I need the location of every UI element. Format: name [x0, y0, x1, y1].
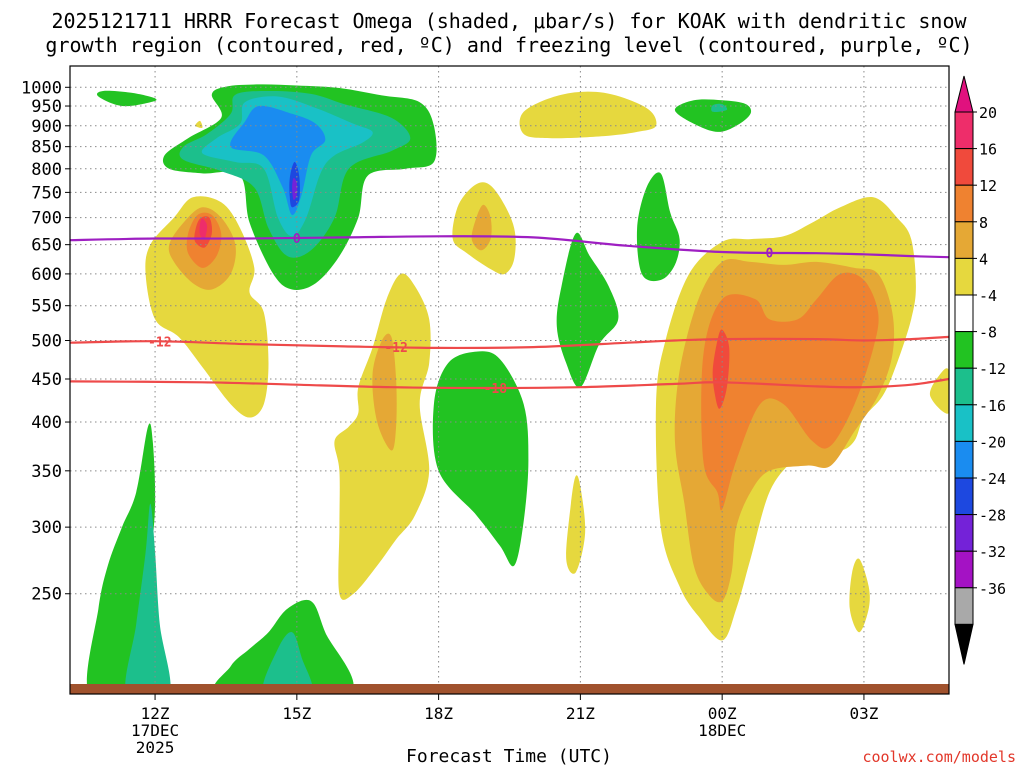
dgz-minus-18-label-1: -18 [484, 382, 508, 397]
x-tick-label-03Z: 03Z [849, 704, 878, 723]
y-tick-label-250: 250 [31, 585, 62, 605]
y-tick-label-500: 500 [31, 332, 62, 352]
y-tick-label-650: 650 [31, 236, 62, 256]
colorbar-label-12: -32 [979, 543, 1006, 561]
colorbar-label-2: 12 [979, 177, 997, 195]
colorbar-box-13 [954, 587, 974, 625]
x-tick-date-00Z: 18DEC [698, 721, 746, 740]
colorbar-box-8 [954, 404, 974, 442]
colorbar-box-7 [954, 367, 974, 406]
x-tick-label-21Z: 21Z [566, 704, 595, 723]
colorbar-box-12 [954, 550, 974, 589]
colorbar-label-9: -20 [979, 433, 1006, 451]
omega-orange-16z [372, 333, 397, 451]
omega-teal-upper-left [125, 503, 171, 694]
colorbar-box-2 [954, 184, 974, 223]
y-tick-label-600: 600 [31, 265, 62, 285]
omega-green-low-left [96, 90, 157, 107]
colorbar-label-0: 20 [979, 104, 997, 122]
omega-green-mid-21z [556, 232, 619, 388]
y-tick-label-950: 950 [31, 97, 62, 117]
colorbar-label-5: -4 [979, 287, 997, 305]
colorbar-box-9 [954, 440, 974, 479]
y-tick-label-1000: 1000 [21, 78, 62, 98]
colorbar-label-4: 4 [979, 250, 988, 268]
colorbar-bottom-arrow [954, 623, 974, 665]
y-tick-label-850: 850 [31, 138, 62, 158]
x-axis-label: Forecast Time (UTC) [406, 746, 612, 767]
colorbar-label-1: 16 [979, 141, 997, 159]
dgz-minus-18-line [70, 377, 949, 390]
colorbar-box-4 [954, 257, 974, 296]
colorbar-box-3 [954, 221, 974, 259]
dgz-minus-12-label-2: -12 [384, 341, 407, 356]
omega-pink-12z [199, 218, 208, 239]
x-tick-year-12Z: 2025 [136, 738, 175, 757]
y-tick-label-900: 900 [31, 117, 62, 137]
colorbar-label-11: -28 [979, 507, 1006, 525]
y-tick-label-700: 700 [31, 209, 62, 229]
y-tick-label-750: 750 [31, 183, 62, 203]
plot-area: -18 -12 -12 0 0 [70, 66, 949, 694]
chart-title-line-1: 2025121711 HRRR Forecast Omega (shaded, … [51, 9, 967, 33]
omega-blue-main-low [230, 105, 326, 216]
y-tick-label-550: 550 [31, 297, 62, 317]
freezing-level-label-2: 0 [766, 247, 774, 262]
x-tick-label-00Z: 00Z [708, 704, 737, 723]
colorbar-label-10: -24 [979, 470, 1006, 488]
colorbar-box-1 [954, 148, 974, 186]
colorbar-box-0 [954, 111, 974, 150]
credit-text: coolwx.com/models [862, 748, 1016, 766]
omega-purple-core [292, 177, 298, 201]
chart-title-line-2: growth region (contoured, red, ºC) and f… [45, 33, 972, 57]
y-tick-label-300: 300 [31, 518, 62, 538]
x-tick-label-18Z: 18Z [424, 704, 453, 723]
colorbar-box-5 [954, 294, 974, 333]
freezing-level-label-1: 0 [293, 232, 301, 247]
ground-strip [70, 684, 949, 694]
omega-green-00z-bottom [674, 99, 752, 132]
freezing-level-line [70, 235, 949, 259]
colorbar-label-7: -12 [979, 360, 1006, 378]
x-tick-date-12Z: 17DEC [131, 721, 179, 740]
colorbar-label-13: -36 [979, 580, 1006, 598]
colorbar-label-8: -16 [979, 397, 1006, 415]
colorbar-box-10 [954, 477, 974, 516]
y-tick-label-400: 400 [31, 413, 62, 433]
omega-darkorange-00z [701, 272, 879, 511]
omega-orange-19z [471, 204, 492, 251]
y-tick-label-350: 350 [31, 462, 62, 482]
colorbar-box-11 [954, 514, 974, 552]
plot-frame [69, 65, 950, 695]
colorbar-box-6 [954, 331, 974, 369]
omega-teal-top-15z [262, 632, 313, 694]
omega-red-00z [712, 329, 730, 409]
colorbar-top-arrow [954, 75, 974, 113]
x-tick-label-15Z: 15Z [282, 704, 311, 723]
dgz-minus-12-line [70, 335, 949, 350]
x-tick-label-12Z: 12Z [141, 704, 170, 723]
omega-green-mid-19z [432, 351, 529, 567]
omega-yellow-20z-small [566, 475, 586, 574]
y-tick-label-800: 800 [31, 160, 62, 180]
omega-green-small-23z [636, 172, 680, 282]
colorbar-label-6: -8 [979, 324, 997, 342]
omega-yellow-21z-low [519, 91, 657, 139]
colorbar-label-3: 8 [979, 214, 988, 232]
y-tick-label-450: 450 [31, 370, 62, 390]
omega-yellow-27z-small [849, 558, 870, 633]
dgz-minus-12-label-1: -12 [148, 335, 171, 350]
